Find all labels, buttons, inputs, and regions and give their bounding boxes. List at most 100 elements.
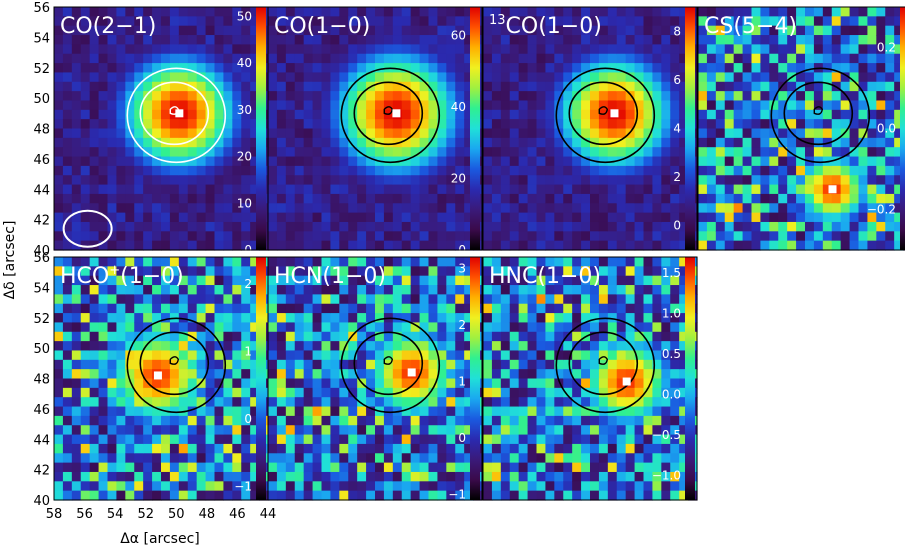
heatmap-cell xyxy=(643,203,654,214)
heatmap-cell xyxy=(509,53,520,64)
heatmap-cell xyxy=(134,175,144,186)
heatmap-cell xyxy=(679,313,689,324)
heatmap-cell xyxy=(80,434,91,445)
heatmap-cell xyxy=(831,212,842,223)
heatmap-cell xyxy=(509,443,520,454)
heatmap-cell xyxy=(187,128,198,139)
heatmap-cell xyxy=(276,266,287,277)
heatmap-cell xyxy=(366,313,376,324)
heatmap-cell xyxy=(581,462,591,473)
heatmap-cell xyxy=(679,63,689,74)
heatmap-cell xyxy=(419,425,430,436)
heatmap-cell xyxy=(581,471,591,482)
heatmap-cell xyxy=(455,193,465,204)
heatmap-cell xyxy=(751,137,762,148)
heatmap-cell xyxy=(581,257,591,267)
heatmap-cell xyxy=(500,294,511,305)
heatmap-cell xyxy=(223,471,233,482)
heatmap-cell xyxy=(54,350,64,361)
heatmap-cell xyxy=(232,294,242,305)
heatmap-cell xyxy=(607,165,618,176)
heatmap-cell xyxy=(446,193,456,204)
heatmap-cell xyxy=(125,184,135,195)
heatmap-cell xyxy=(80,387,91,398)
heatmap-cell xyxy=(491,359,502,370)
heatmap-cell xyxy=(62,397,73,408)
heatmap-cell xyxy=(214,303,225,314)
heatmap-cell xyxy=(419,203,430,214)
heatmap-cell xyxy=(107,481,118,492)
heatmap-cell xyxy=(294,490,305,501)
heatmap-cell xyxy=(196,425,207,436)
heatmap-cell xyxy=(169,7,180,17)
heatmap-cell xyxy=(554,175,564,186)
heatmap-cell xyxy=(169,369,180,380)
heatmap-cell xyxy=(607,378,618,389)
heatmap-cell xyxy=(232,434,242,445)
heatmap-cell xyxy=(679,341,689,352)
heatmap-cell xyxy=(285,481,296,492)
heatmap-cell xyxy=(545,406,555,417)
heatmap-cell xyxy=(312,184,323,195)
heatmap-cell xyxy=(366,44,376,55)
heatmap-cell xyxy=(214,231,225,242)
heatmap-cell xyxy=(134,72,144,83)
heatmap-cell xyxy=(54,240,64,251)
heatmap-cell xyxy=(652,165,662,176)
heatmap-cell xyxy=(357,240,367,251)
heatmap-cell xyxy=(455,341,465,352)
heatmap-cell xyxy=(366,240,376,251)
heatmap-cell xyxy=(483,434,493,445)
heatmap-cell xyxy=(607,490,618,501)
heatmap-cell xyxy=(894,7,904,17)
heatmap-cell xyxy=(214,156,225,167)
heatmap-cell xyxy=(134,81,144,92)
heatmap-cell xyxy=(321,415,332,426)
x-tick-label: 52 xyxy=(137,507,154,522)
heatmap-cell xyxy=(822,72,833,83)
heatmap-cell xyxy=(187,16,198,27)
colorbar xyxy=(256,7,266,250)
heatmap-cell xyxy=(285,35,296,45)
heatmap-cell xyxy=(724,16,735,27)
heatmap-cell xyxy=(62,313,73,324)
heatmap-cell xyxy=(437,44,447,55)
heatmap-cell xyxy=(652,341,662,352)
heatmap-cell xyxy=(161,175,171,186)
heatmap-cell xyxy=(509,16,520,27)
heatmap-cell xyxy=(241,35,251,45)
heatmap-cell xyxy=(643,240,654,251)
heatmap-cell xyxy=(392,331,403,342)
heatmap-cell xyxy=(491,350,502,361)
peak-marker xyxy=(407,368,416,377)
colorbar-tick-label: −1.0 xyxy=(652,469,681,483)
heatmap-cell xyxy=(590,81,600,92)
heatmap-cell xyxy=(876,203,886,214)
heatmap-cell xyxy=(796,100,806,111)
heatmap-cell xyxy=(285,156,296,167)
heatmap-cell xyxy=(634,369,645,380)
heatmap-cell xyxy=(670,322,680,333)
heatmap-cell xyxy=(867,156,877,167)
heatmap-cell xyxy=(428,165,439,176)
heatmap-cell xyxy=(813,221,824,232)
heatmap-cell xyxy=(554,285,564,295)
heatmap-cell xyxy=(813,81,824,92)
heatmap-cell xyxy=(321,193,332,204)
heatmap-cell xyxy=(187,72,198,83)
heatmap-cell xyxy=(71,175,82,186)
heatmap-cell xyxy=(241,359,251,370)
heatmap-cell xyxy=(357,63,367,74)
heatmap-cell xyxy=(491,453,502,464)
heatmap-cell xyxy=(643,257,654,267)
heatmap-cell xyxy=(330,471,340,482)
heatmap-cell xyxy=(71,462,82,473)
heatmap-cell xyxy=(679,193,689,204)
heatmap-cell xyxy=(563,257,573,267)
heatmap-cell xyxy=(455,35,465,45)
heatmap-cell xyxy=(143,369,153,380)
heatmap-cell xyxy=(134,203,144,214)
heatmap-cell xyxy=(500,7,511,17)
heatmap-cell xyxy=(241,109,251,120)
heatmap-cell xyxy=(419,397,430,408)
